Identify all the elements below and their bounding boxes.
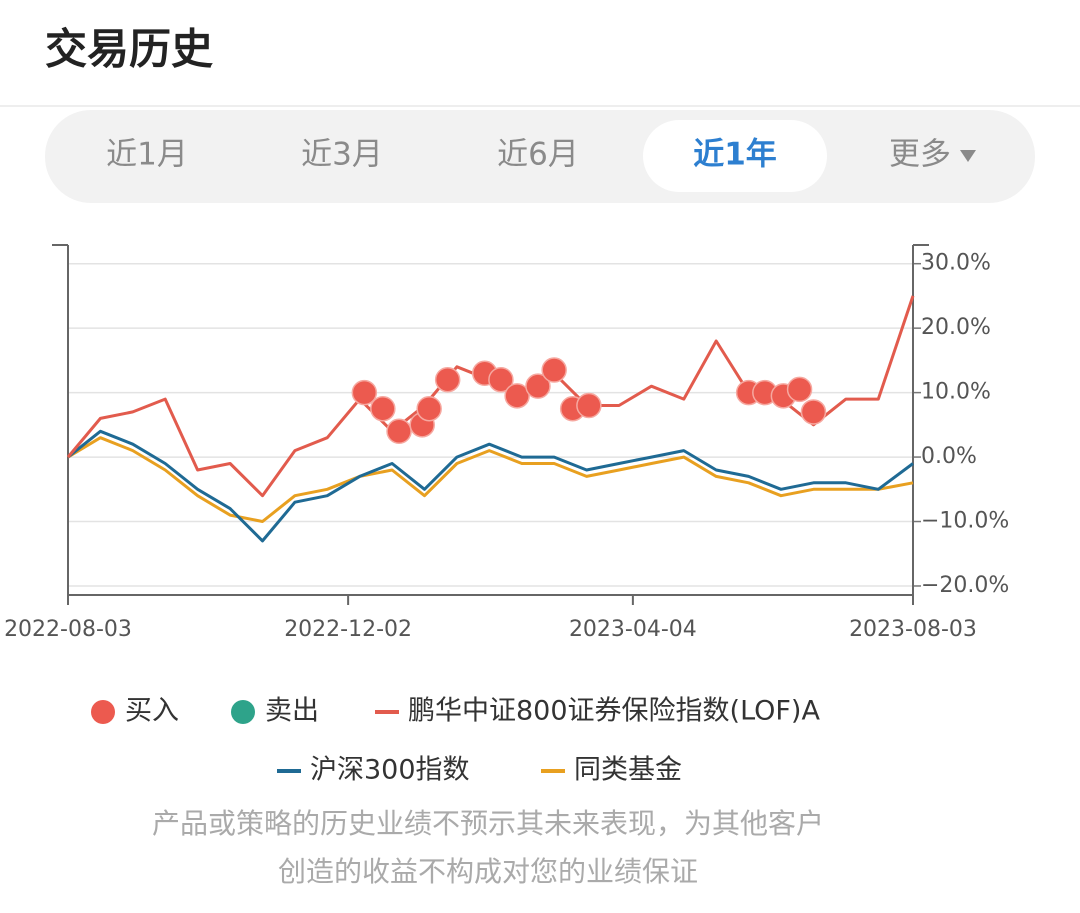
trade-point [370,395,396,422]
y-tick-label: 20.0% [921,315,991,340]
legend-label[interactable]: 买入 [125,696,179,727]
dropdown-arrow [960,150,976,162]
tabs: 近1月 近3月 近6月 近1年 更多 [106,120,976,192]
trade-point [504,383,530,409]
y-tick-label: 0.0% [921,444,977,469]
disclaimer: 产品或策略的历史业绩不预示其未来表现，为其他客户 [152,807,824,840]
legend-label[interactable]: 沪深300指数 [310,755,470,786]
tab[interactable]: 更多 [889,137,951,173]
x-tick-label: 2022-12-02 [284,617,412,642]
tab[interactable]: 近1月 [106,137,188,173]
trade-point [800,399,827,425]
tab-selected-bg [643,120,827,192]
legend-swatch [231,700,255,724]
series-line [67,436,914,523]
page-title: 交易历史 [45,25,213,74]
legend-swatch [91,700,115,724]
legend-label[interactable]: 卖出 [265,696,319,727]
x-tick-label: 2023-04-04 [569,617,697,642]
x-tick-label: 2023-08-03 [849,617,977,642]
x-tick-label: 2022-08-03 [4,617,132,642]
trade-point [525,373,551,399]
trade-point [576,392,602,419]
series-line [67,429,914,543]
trade-point [434,366,461,393]
legend-label[interactable]: 鹏华中证800证券保险指数(LOF)A [408,696,820,727]
y-tick-label: 30.0% [921,251,991,276]
chart: −20.0% −10.0% 0.0% 10.0% 20.0% 30.0% 2022-08-0… [4,244,1009,642]
legend-label[interactable]: 同类基金 [574,755,682,786]
trade-point [386,418,412,445]
tab[interactable]: 近1年 [693,137,777,173]
trade-point [351,379,378,406]
legend: 买入 卖出 鹏华中证800证券保险指数(LOF)A 沪深300指数 同类基金 [91,696,820,786]
y-tick-label: −20.0% [921,573,1009,598]
trade-point [541,357,567,383]
y-tick-label: 10.0% [921,380,991,405]
tab[interactable]: 近3月 [301,137,383,173]
y-tick-label: −10.0% [921,509,1009,534]
disclaimer: 创造的收益不构成对您的业绩保证 [278,855,698,888]
trade-point [786,376,813,403]
trade-point [488,366,514,393]
trade-point [416,395,442,422]
tab[interactable]: 近6月 [497,137,579,173]
